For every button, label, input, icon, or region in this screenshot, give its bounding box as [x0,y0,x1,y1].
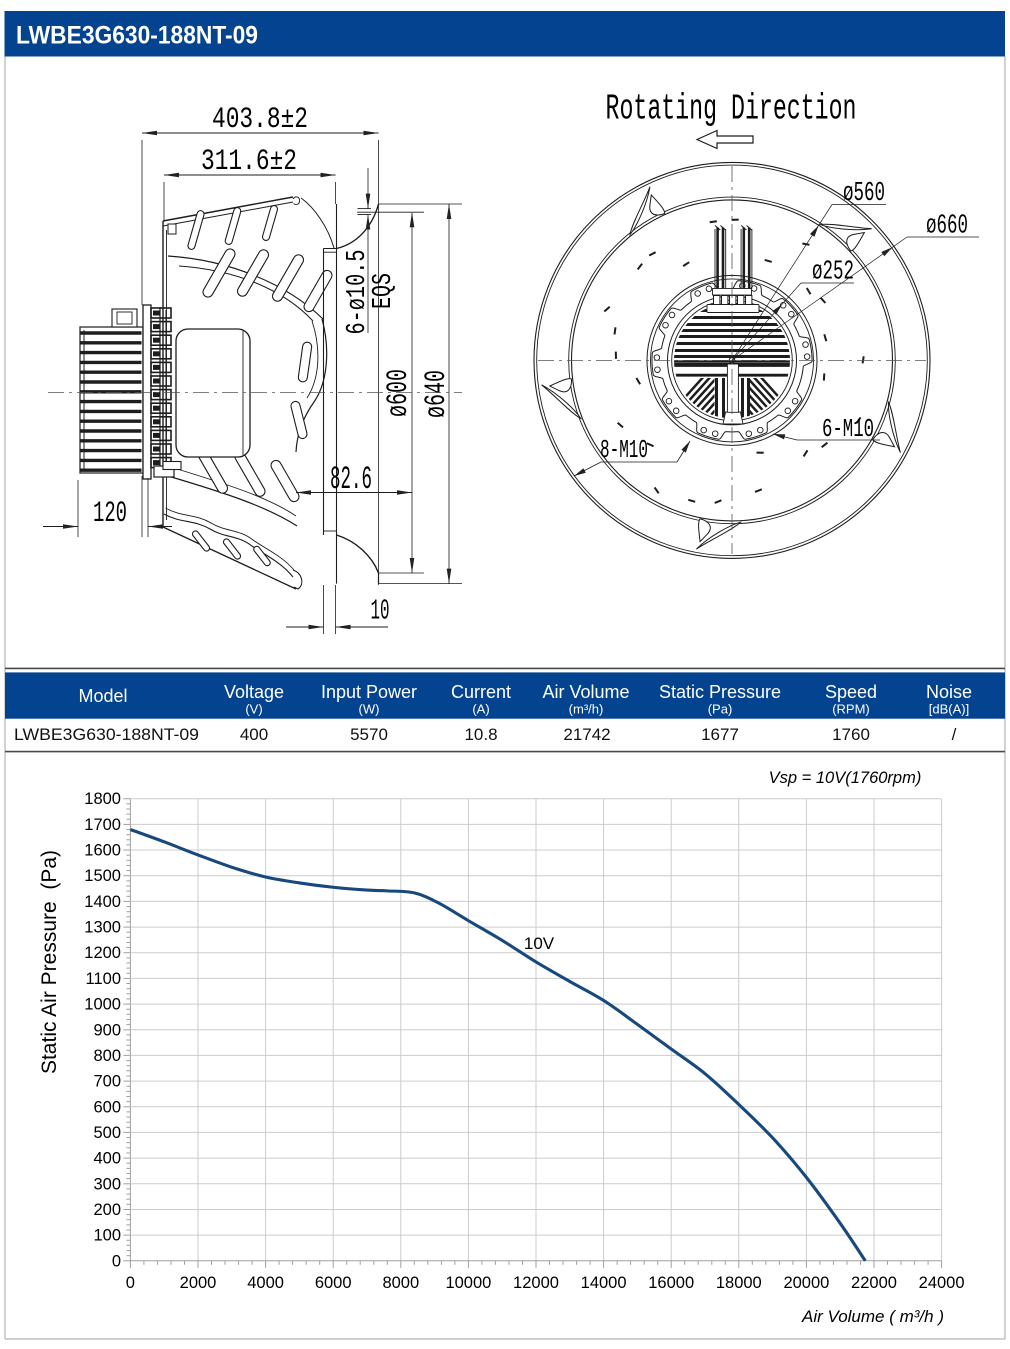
svg-text:21742: 21742 [563,725,610,744]
svg-text:ø560: ø560 [843,179,885,209]
svg-text:Current: Current [451,682,511,702]
svg-text:ø252: ø252 [812,258,854,288]
svg-text:Input Power: Input Power [321,682,417,702]
svg-text:6000: 6000 [315,1274,352,1292]
svg-text:403.8±2: 403.8±2 [212,103,308,137]
svg-text:(A): (A) [472,702,489,717]
svg-text:16000: 16000 [648,1274,694,1292]
svg-text:800: 800 [93,1047,121,1065]
svg-text:Speed: Speed [825,682,877,702]
svg-text:8000: 8000 [382,1274,419,1292]
svg-text:120: 120 [93,497,127,531]
svg-text:Noise: Noise [926,682,972,702]
svg-text:Air Volume: Air Volume [542,682,629,702]
svg-text:1400: 1400 [84,893,121,911]
svg-text:Voltage: Voltage [224,682,284,702]
svg-text:10000: 10000 [445,1274,491,1292]
svg-text:5570: 5570 [350,725,388,744]
svg-text:0: 0 [112,1252,121,1270]
svg-text:Static Air Pressure (Pa): Static Air Pressure (Pa) [38,850,61,1074]
svg-text:(m³/h): (m³/h) [569,702,604,717]
svg-text:10V: 10V [524,934,555,953]
svg-text:300: 300 [93,1175,121,1193]
svg-text:10.8: 10.8 [464,725,497,744]
svg-text:1500: 1500 [84,867,121,885]
svg-text:22000: 22000 [851,1274,897,1292]
svg-text:Model: Model [78,686,127,706]
svg-text:1600: 1600 [84,842,121,860]
svg-text:Static Pressure: Static Pressure [659,682,781,702]
svg-text:ø660: ø660 [926,212,968,242]
svg-text:1300: 1300 [84,919,121,937]
svg-text:400: 400 [240,725,268,744]
svg-text:1700: 1700 [84,816,121,834]
svg-text:4000: 4000 [247,1274,284,1292]
svg-text:400: 400 [93,1150,121,1168]
svg-text:/: / [952,725,957,744]
svg-text:1800: 1800 [84,790,121,808]
svg-text:8-M10: 8-M10 [600,435,648,465]
svg-text:700: 700 [93,1073,121,1091]
svg-text:Vsp = 10V(1760rpm): Vsp = 10V(1760rpm) [769,769,922,787]
svg-text:6-M10: 6-M10 [822,414,874,444]
svg-text:100: 100 [93,1227,121,1245]
svg-text:LWBE3G630-188NT-09: LWBE3G630-188NT-09 [16,22,258,50]
svg-text:24000: 24000 [919,1274,965,1292]
svg-text:(V): (V) [245,702,262,717]
svg-text:10: 10 [371,595,390,628]
svg-text:12000: 12000 [513,1274,559,1292]
svg-text:(W): (W) [359,702,380,717]
svg-text:1100: 1100 [86,970,121,988]
svg-text:LWBE3G630-188NT-09: LWBE3G630-188NT-09 [14,725,199,744]
svg-text:6-ø10.5: 6-ø10.5 [343,250,373,335]
svg-text:(RPM): (RPM) [832,702,870,717]
svg-text:(Pa): (Pa) [708,702,733,717]
svg-text:0: 0 [126,1274,135,1292]
svg-text:1760: 1760 [832,725,870,744]
svg-text:1000: 1000 [84,996,121,1014]
svg-text:82.6: 82.6 [330,461,372,498]
svg-text:EQS: EQS [369,273,399,309]
svg-text:500: 500 [93,1124,121,1142]
svg-text:1200: 1200 [84,944,121,962]
svg-text:311.6±2: 311.6±2 [201,145,297,179]
svg-text:Air Volume ( m³/h ): Air Volume ( m³/h ) [801,1307,944,1326]
svg-text:1677: 1677 [701,725,739,744]
svg-text:2000: 2000 [180,1274,217,1292]
svg-text:18000: 18000 [716,1274,762,1292]
svg-text:Rotating Direction: Rotating Direction [606,89,857,130]
svg-text:ø640: ø640 [420,370,454,418]
svg-text:[dB(A)]: [dB(A)] [929,702,969,717]
svg-text:200: 200 [93,1201,121,1219]
svg-text:600: 600 [93,1098,121,1116]
svg-text:900: 900 [93,1021,121,1039]
svg-text:20000: 20000 [783,1274,829,1292]
svg-text:14000: 14000 [581,1274,627,1292]
